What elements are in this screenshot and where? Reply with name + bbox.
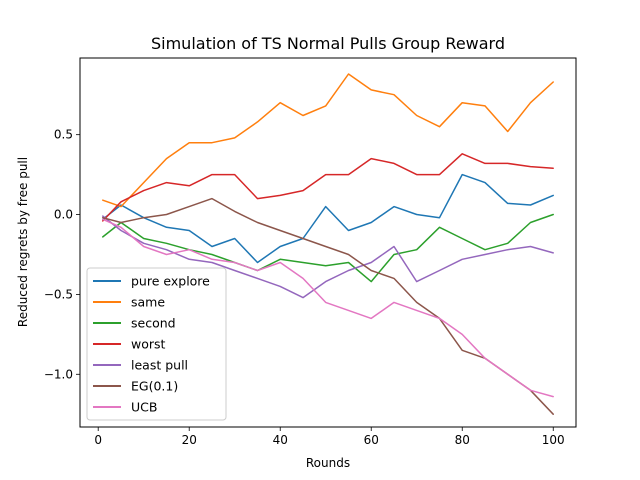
- x-tick-label: 40: [273, 433, 288, 447]
- x-tick-label: 80: [455, 433, 470, 447]
- ticks-layer: 0 20 40 60 80 100 0.5 0.0 −0.5 −1.0: [44, 128, 565, 447]
- series-line-second: [102, 213, 554, 283]
- legend-label-second: second: [131, 316, 176, 331]
- x-axis-label: Rounds: [306, 456, 350, 470]
- x-tick-label: 60: [364, 433, 379, 447]
- y-tick-label: −0.5: [44, 287, 73, 301]
- legend-label-least-pull: least pull: [131, 358, 188, 373]
- legend-label-worst: worst: [131, 337, 166, 352]
- series-line-ucb: [102, 218, 554, 398]
- series-line-pure-explore: [102, 173, 554, 264]
- x-tick-label: 0: [94, 433, 102, 447]
- y-axis-label: Reduced regrets by free pull: [16, 157, 30, 327]
- legend-label-ucb: UCB: [131, 400, 157, 415]
- y-tick-label: −1.0: [44, 367, 73, 381]
- legend-box: [86, 267, 227, 421]
- y-tick-label: 0.5: [54, 128, 73, 142]
- legend-label-pure-explore: pure explore: [131, 274, 210, 289]
- y-tick-label: 0.0: [54, 208, 73, 222]
- plot-frame: [79, 57, 577, 428]
- series-line-same: [102, 73, 554, 208]
- legend-label-eg-0-1: EG(0.1): [131, 379, 178, 394]
- legend: pure explore same second worst least pull EG(…: [86, 267, 227, 421]
- legend-label-same: same: [131, 295, 165, 310]
- legend-entries: pure explore same second worst least pull EG(…: [93, 274, 210, 415]
- x-tick-label: 20: [182, 433, 197, 447]
- series-line-eg-0-1: [102, 197, 554, 415]
- series-line-worst: [102, 153, 554, 222]
- series-layer: [102, 73, 554, 415]
- x-tick-label: 100: [542, 433, 565, 447]
- chart-title: Simulation of TS Normal Pulls Group Rewa…: [151, 34, 505, 53]
